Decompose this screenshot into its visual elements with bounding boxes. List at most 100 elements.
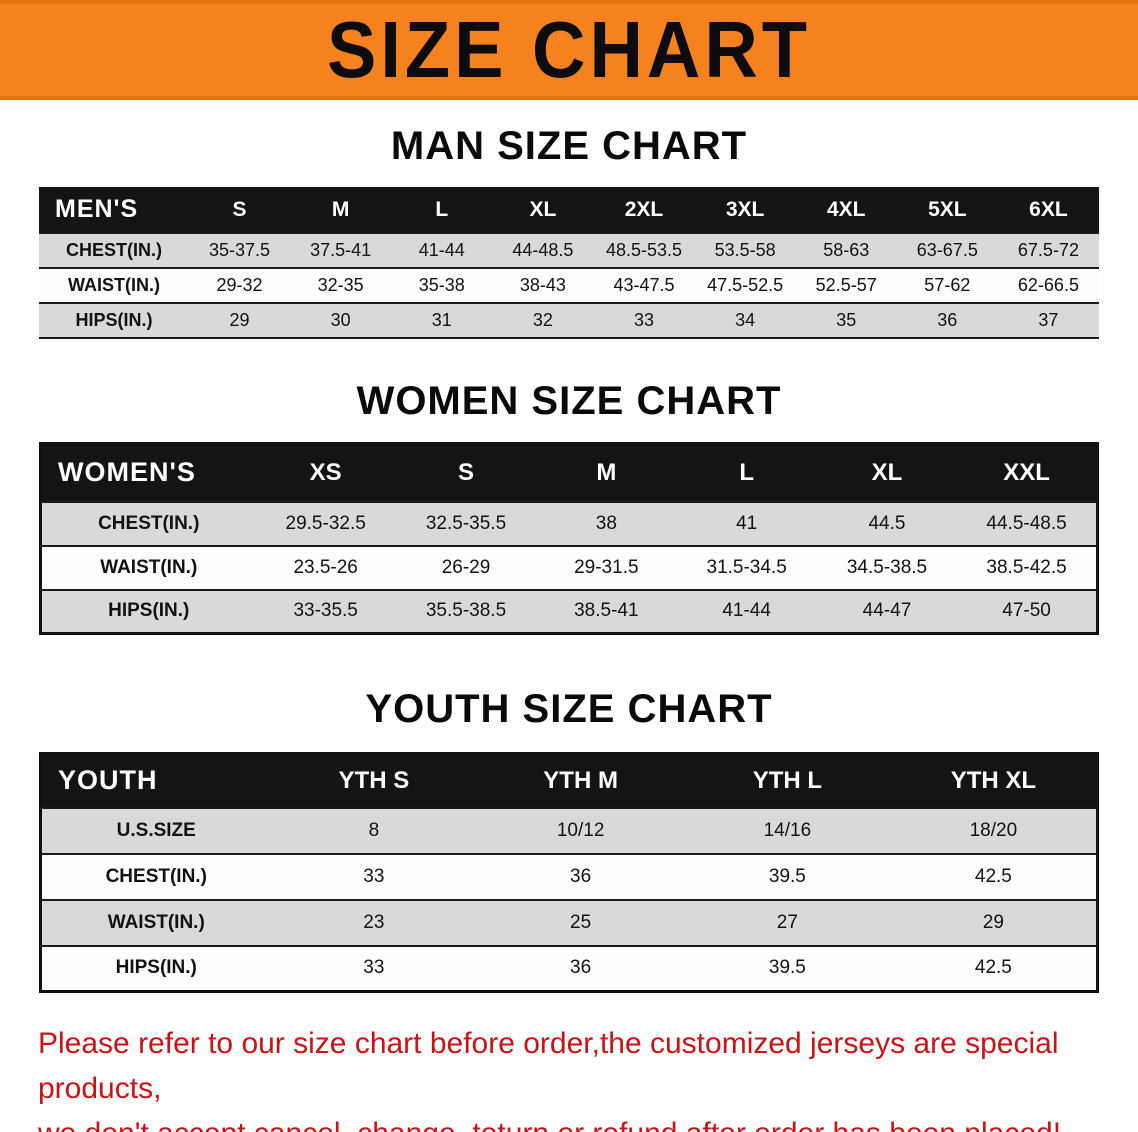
column-header: XS [255, 443, 396, 502]
size-value: 41-44 [391, 233, 493, 268]
table-head: YOUTH YTH S YTH M YTH L YTH XL [40, 753, 1098, 808]
size-value: 36 [477, 853, 684, 900]
size-value: 38.5-42.5 [957, 545, 1098, 590]
women-size-chart-section: WOMEN SIZE CHART WOMEN'S XS S M L XL XXL CHEST(… [0, 379, 1138, 635]
size-value: 38.5-41 [536, 589, 677, 634]
size-value: 39.5 [684, 853, 891, 900]
table-row: HIPS(IN.) 33 36 39.5 42.5 [40, 945, 1098, 992]
table-row: U.S.SIZE 8 10/12 14/16 18/20 [40, 807, 1098, 854]
column-header: 2XL [593, 187, 695, 233]
table-body: U.S.SIZE 8 10/12 14/16 18/20 CHEST(IN.) 33 36 39… [40, 807, 1098, 992]
disclaimer-line-2: we don't accept cancel, change, teturn o… [38, 1111, 1104, 1132]
size-value: 8 [270, 807, 478, 854]
size-value: 67.5-72 [997, 233, 1099, 268]
size-value: 44.5-48.5 [957, 501, 1098, 546]
size-value: 52.5-57 [795, 268, 897, 303]
size-value: 32.5-35.5 [395, 501, 537, 546]
column-header: YTH S [270, 753, 478, 808]
table-body: CHEST(IN.) 35-37.5 37.5-41 41-44 44-48.5 48.5… [39, 233, 1099, 338]
column-header: 4XL [795, 187, 897, 233]
row-label: U.S.SIZE [40, 807, 271, 854]
men-section-heading: MAN SIZE CHART [390, 124, 748, 168]
size-value: 35-38 [391, 268, 493, 303]
table-header-row: MEN'S S M L XL 2XL 3XL 4XL 5XL 6XL [39, 187, 1099, 233]
size-value: 44-48.5 [492, 233, 594, 268]
size-value: 23 [270, 899, 478, 946]
column-header: S [395, 443, 537, 502]
youth-section-heading: YOUTH SIZE CHART [365, 687, 773, 731]
column-header: XL [816, 443, 958, 502]
size-value: 47.5-52.5 [694, 268, 796, 303]
table-corner-label: WOMEN'S [40, 443, 256, 502]
size-value: 35-37.5 [189, 233, 291, 268]
size-value: 23.5-26 [255, 545, 396, 590]
table-row: CHEST(IN.) 33 36 39.5 42.5 [40, 853, 1098, 900]
size-value: 34 [694, 303, 796, 338]
table-corner-label: YOUTH [40, 753, 271, 808]
size-value: 33 [270, 945, 478, 992]
size-value: 42.5 [890, 853, 1098, 900]
size-value: 41-44 [676, 589, 817, 634]
size-value: 43-47.5 [593, 268, 695, 303]
table-row: WAIST(IN.) 23.5-26 26-29 29-31.5 31.5-34.5 34… [40, 545, 1098, 590]
table-row: HIPS(IN.) 33-35.5 35.5-38.5 38.5-41 41-44 44-… [40, 589, 1098, 634]
size-value: 29.5-32.5 [255, 501, 396, 546]
size-value: 47-50 [957, 589, 1098, 634]
size-value: 39.5 [684, 945, 891, 992]
column-header: 6XL [997, 187, 1099, 233]
size-value: 34.5-38.5 [816, 545, 958, 590]
table-row: HIPS(IN.) 29 30 31 32 33 34 35 36 37 [39, 303, 1099, 338]
size-value: 33-35.5 [255, 589, 396, 634]
size-value: 44.5 [816, 501, 958, 546]
size-value: 42.5 [890, 945, 1098, 992]
size-value: 33 [593, 303, 695, 338]
size-value: 32 [492, 303, 594, 338]
size-value: 48.5-53.5 [593, 233, 695, 268]
table-corner-label: MEN'S [39, 187, 189, 233]
size-value: 63-67.5 [896, 233, 998, 268]
row-label: CHEST(IN.) [39, 233, 189, 268]
size-value: 38 [536, 501, 677, 546]
size-value: 29 [890, 899, 1098, 946]
column-header: YTH L [684, 753, 891, 808]
column-header: 5XL [896, 187, 998, 233]
size-value: 27 [684, 899, 891, 946]
women-section-heading: WOMEN SIZE CHART [356, 379, 782, 423]
size-value: 29 [189, 303, 291, 338]
column-header: YTH M [477, 753, 684, 808]
column-header: XXL [957, 443, 1098, 502]
table-row: WAIST(IN.) 23 25 27 29 [40, 899, 1098, 946]
size-value: 32-35 [290, 268, 392, 303]
column-header: YTH XL [890, 753, 1098, 808]
table-row: CHEST(IN.) 35-37.5 37.5-41 41-44 44-48.5 48.5… [39, 233, 1099, 268]
row-label: CHEST(IN.) [40, 853, 271, 900]
size-value: 35.5-38.5 [395, 589, 537, 634]
size-value: 31 [391, 303, 493, 338]
size-value: 36 [477, 945, 684, 992]
size-value: 36 [896, 303, 998, 338]
row-label: HIPS(IN.) [39, 303, 189, 338]
size-value: 33 [270, 853, 478, 900]
size-value: 30 [290, 303, 392, 338]
size-value: 10/12 [477, 807, 684, 854]
column-header: L [391, 187, 493, 233]
size-value: 26-29 [395, 545, 537, 590]
row-label: HIPS(IN.) [40, 589, 256, 634]
size-value: 44-47 [816, 589, 958, 634]
size-value: 62-66.5 [997, 268, 1099, 303]
table-body: CHEST(IN.) 29.5-32.5 32.5-35.5 38 41 44.5 44.5… [40, 501, 1098, 634]
disclaimer-line-1: Please refer to our size chart before or… [38, 1027, 1059, 1105]
men-size-chart-section: MAN SIZE CHART MEN'S S M L XL 2XL 3XL 4XL 5XL 6XL… [0, 124, 1138, 339]
column-header: M [536, 443, 677, 502]
size-value: 57-62 [896, 268, 998, 303]
row-label: WAIST(IN.) [39, 268, 189, 303]
size-value: 25 [477, 899, 684, 946]
row-label: WAIST(IN.) [40, 545, 256, 590]
size-value: 41 [676, 501, 817, 546]
size-value: 29-31.5 [536, 545, 677, 590]
column-header: XL [492, 187, 594, 233]
size-value: 29-32 [189, 268, 291, 303]
size-value: 53.5-58 [694, 233, 796, 268]
size-value: 18/20 [890, 807, 1098, 854]
